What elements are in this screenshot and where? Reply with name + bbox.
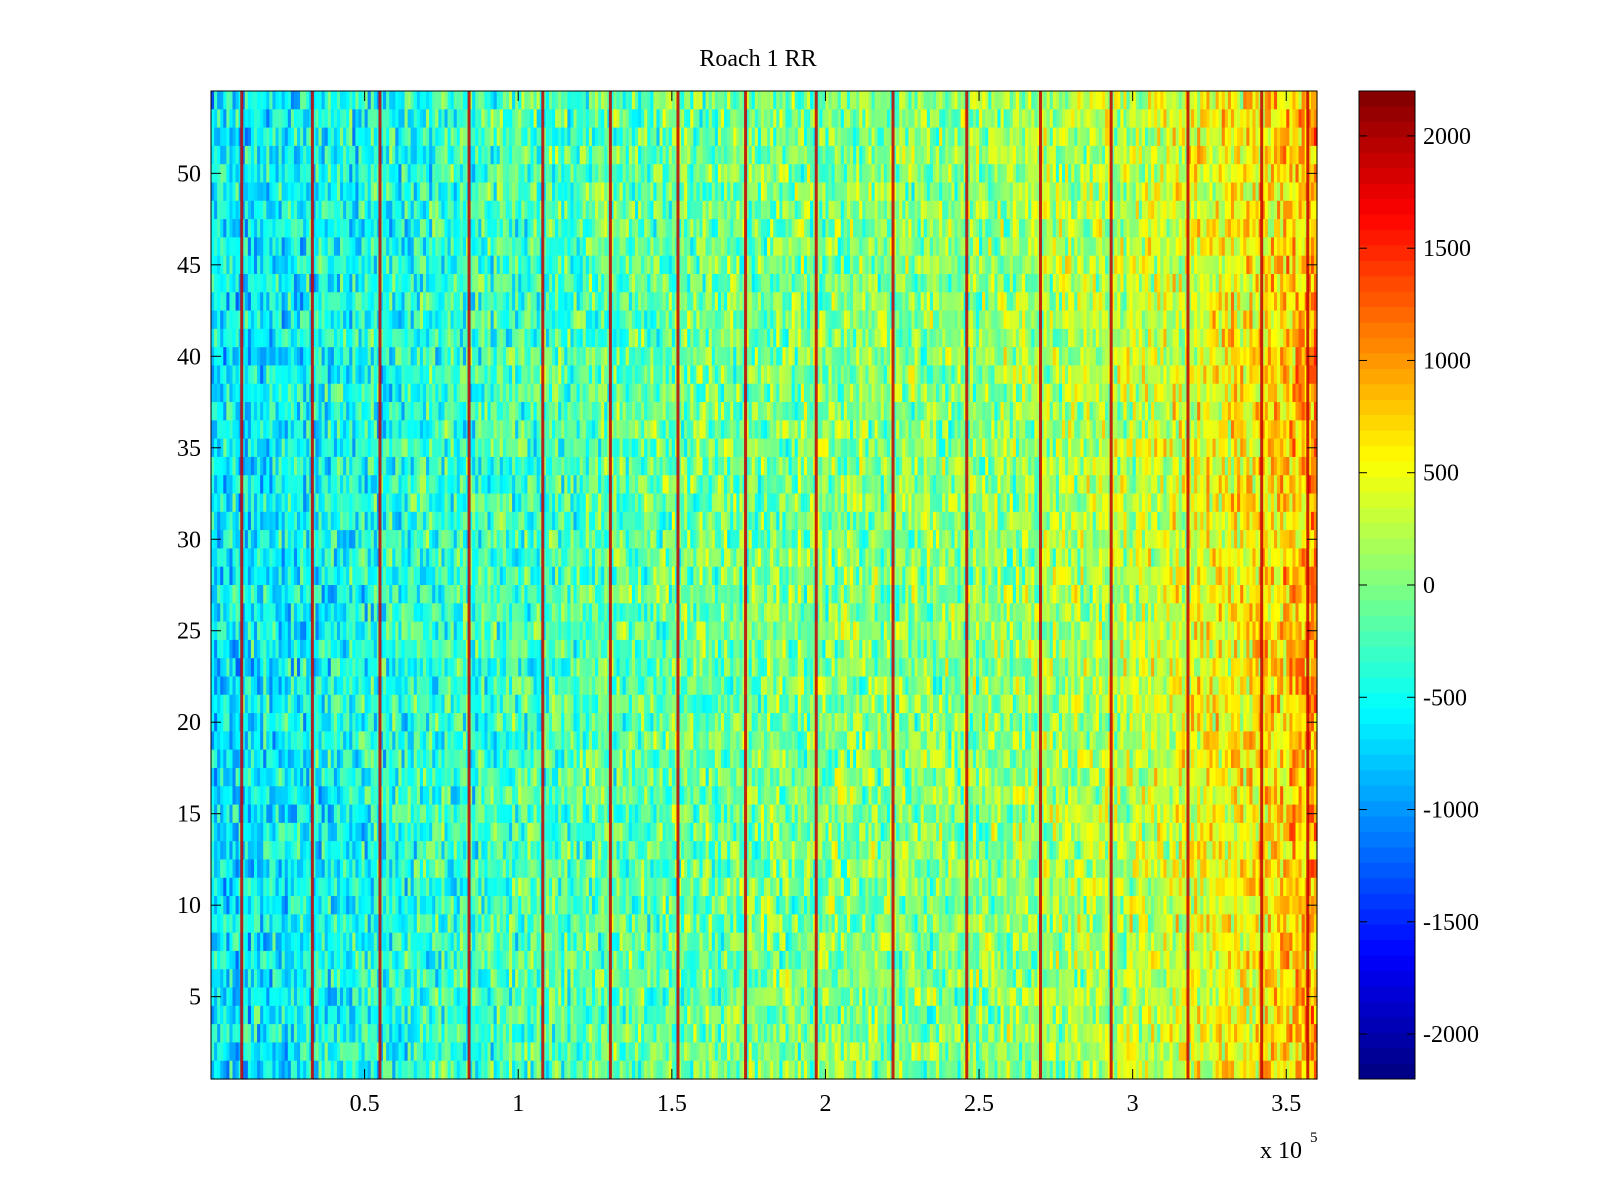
chart-title: Roach 1 RR [699, 46, 816, 72]
heatmap-cells [211, 91, 1318, 1080]
heatmap-plot-area [211, 91, 1318, 1080]
